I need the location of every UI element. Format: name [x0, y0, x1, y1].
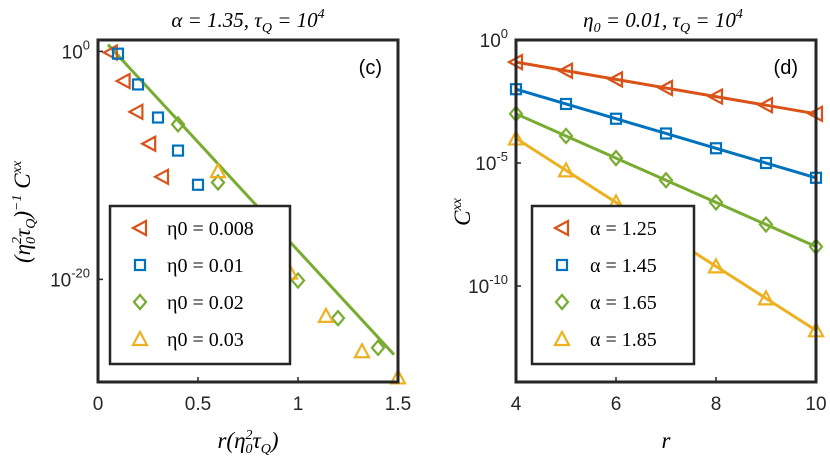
- panel-c-point-series-3: [330, 309, 346, 327]
- panel-c-point-series-3: [210, 173, 226, 192]
- panel-d-point-series-2: [559, 97, 573, 111]
- panel-d-point-series-3: [558, 127, 574, 145]
- panel-c-xtick-label: 0.5: [185, 394, 211, 415]
- panel-c-axes-box: [96, 38, 400, 384]
- panel-d-ylabel: Cxx: [450, 197, 475, 226]
- panel-d-point-series-2: [659, 127, 673, 140]
- panel-d-point-series-2: [609, 112, 623, 125]
- panel-d-point-series-4: [557, 161, 575, 178]
- panel-d-axes-box: [514, 38, 818, 384]
- panel-d-point-series-1: [656, 79, 674, 97]
- panel-c-title: α = 1.35, τQ = 104: [171, 7, 324, 36]
- panel-d-line-series-2: [515, 87, 817, 180]
- panel-c-ytick-label: 100: [62, 37, 90, 63]
- panel-c-label: (c): [359, 57, 382, 79]
- panel-d-xtick-label: 10: [805, 394, 826, 415]
- panel-c-point-series-1: [139, 134, 157, 153]
- panel-d-point-series-2: [759, 156, 773, 170]
- panel-d-xtick-label: 8: [711, 394, 722, 415]
- panel-c-xtick-label: 0: [93, 394, 104, 415]
- legend-d-marker-4: [553, 329, 571, 347]
- panel-d-point-series-1: [556, 61, 574, 80]
- panel-c-legend: η0 = 0.008 η0 = 0.01 η0 = 0.02 η0 = 0.03: [108, 204, 292, 366]
- legend-c-entry-2: η0 = 0.01: [167, 255, 244, 277]
- legend-d-marker-2: [555, 258, 569, 272]
- panel-d-point-series-3: [608, 149, 624, 167]
- panel-d-point-series-4: [757, 289, 775, 306]
- legend-d-marker-3: [554, 293, 570, 311]
- panel-c-point-series-1: [114, 72, 131, 90]
- panel-d-title: η0 = 0.01, τQ = 104: [583, 7, 743, 36]
- panel-d-point-series-3: [708, 193, 724, 212]
- panel-c-xtick-label: 1.5: [385, 394, 411, 415]
- panel-c-point-series-3: [170, 115, 186, 134]
- panel-c-point-series-1: [101, 43, 118, 62]
- panel-d-xtick-label: 4: [511, 394, 522, 415]
- panel-d-label: (d): [774, 57, 798, 79]
- panel-c-point-series-3: [370, 339, 386, 357]
- panel-d-point-series-2: [709, 142, 723, 155]
- panel-d-line-series-3: [515, 112, 817, 249]
- panel-d-legend: α = 1.25 α = 1.45 α = 1.65 α = 1.85: [530, 204, 696, 366]
- panel-d-point-series-1: [606, 70, 624, 89]
- panel-d: η0 = 0.01, τQ = 104 4 6 8 10 100 10-5 10-10 (d…: [450, 7, 827, 453]
- panel-d-point-series-1: [706, 87, 724, 106]
- panel-c-legend-markers: [130, 219, 149, 347]
- panel-d-point-series-3: [658, 171, 674, 189]
- panel-c-xtick-label: 1: [293, 394, 304, 415]
- panel-c-point-series-4: [353, 341, 371, 359]
- panel-c-xlabel: r(η02τQ): [217, 428, 278, 457]
- panel-c-point-series-1: [152, 167, 170, 186]
- legend-d-entry-2: α = 1.45: [590, 255, 657, 277]
- panel-c-point-series-4: [317, 306, 335, 323]
- panel-c-fit-line: [106, 43, 396, 356]
- legend-c-entry-1: η0 = 0.008: [167, 218, 254, 240]
- legend-c-marker-3: [132, 293, 148, 311]
- panel-d-point-series-3: [758, 215, 774, 234]
- legend-d-entry-4: α = 1.85: [590, 329, 657, 351]
- panel-c-point-series-4: [209, 161, 227, 179]
- panel-c-point-series-2: [191, 178, 205, 191]
- panel-d-line-series-1: [515, 60, 817, 116]
- panel-c-point-series-2: [171, 144, 185, 157]
- panel-d-xlabel: r: [662, 428, 672, 453]
- legend-d-entry-3: α = 1.65: [590, 292, 657, 314]
- legend-d-marker-1: [552, 219, 570, 237]
- panel-d-legend-markers: [552, 219, 571, 347]
- panel-d-point-series-1: [756, 96, 774, 115]
- panel-c-ylabel: (η02τQ)−1 Cxx: [10, 160, 39, 263]
- panel-c-point-series-1: [127, 102, 144, 121]
- legend-c-marker-4: [131, 329, 149, 347]
- legend-d-entry-1: α = 1.25: [590, 218, 657, 240]
- panel-c-point-series-2: [111, 47, 125, 60]
- legend-c-marker-2: [133, 258, 147, 272]
- legend-c-marker-1: [130, 219, 148, 237]
- panel-d-ytick-label: 10-10: [468, 272, 508, 298]
- panel-d-xtick-label: 6: [611, 394, 622, 415]
- panel-d-ytick-label: 10-5: [475, 149, 508, 175]
- legend-c-entry-4: η0 = 0.03: [167, 329, 244, 351]
- panel-c-point-series-2: [131, 78, 145, 91]
- panel-c-ytick-label: 10-20: [50, 265, 90, 291]
- panel-d-ytick-label: 100: [480, 26, 508, 52]
- panel-c-point-series-2: [151, 111, 165, 124]
- panel-d-point-series-4: [707, 257, 725, 274]
- panel-c-point-series-3: [290, 271, 306, 290]
- legend-c-entry-3: η0 = 0.02: [167, 292, 244, 314]
- panel-d-ticks: 4 6 8 10 100 10-5 10-10: [468, 26, 827, 415]
- panel-c-ticks: 0 0.5 1 1.5 100 10-20: [50, 37, 411, 415]
